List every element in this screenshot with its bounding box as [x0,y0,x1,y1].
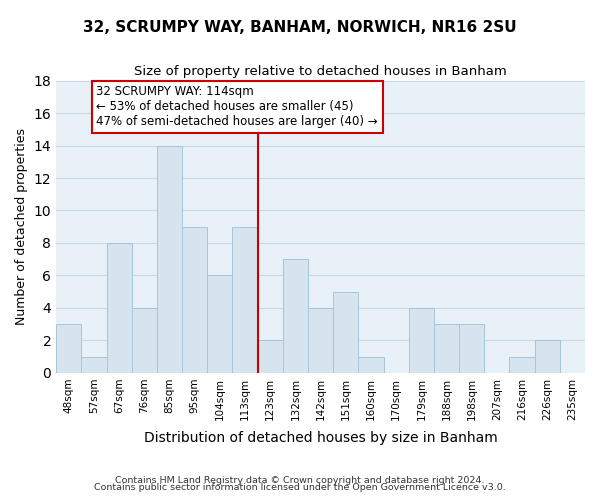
Bar [157,146,182,373]
Bar [409,308,434,373]
Text: Contains public sector information licensed under the Open Government Licence v3: Contains public sector information licen… [94,484,506,492]
Bar [232,226,257,373]
Bar [82,356,107,373]
Bar [333,292,358,373]
Bar [535,340,560,373]
Bar [132,308,157,373]
Y-axis label: Number of detached properties: Number of detached properties [15,128,28,325]
X-axis label: Distribution of detached houses by size in Banham: Distribution of detached houses by size … [144,431,497,445]
Text: 32 SCRUMPY WAY: 114sqm
← 53% of detached houses are smaller (45)
47% of semi-det: 32 SCRUMPY WAY: 114sqm ← 53% of detached… [97,86,378,128]
Bar [207,276,232,373]
Bar [283,259,308,373]
Bar [107,243,132,373]
Bar [56,324,82,373]
Bar [308,308,333,373]
Bar [182,226,207,373]
Bar [509,356,535,373]
Bar [434,324,459,373]
Bar [358,356,383,373]
Bar [257,340,283,373]
Text: Contains HM Land Registry data © Crown copyright and database right 2024.: Contains HM Land Registry data © Crown c… [115,476,485,485]
Title: Size of property relative to detached houses in Banham: Size of property relative to detached ho… [134,65,507,78]
Bar [459,324,484,373]
Text: 32, SCRUMPY WAY, BANHAM, NORWICH, NR16 2SU: 32, SCRUMPY WAY, BANHAM, NORWICH, NR16 2… [83,20,517,35]
